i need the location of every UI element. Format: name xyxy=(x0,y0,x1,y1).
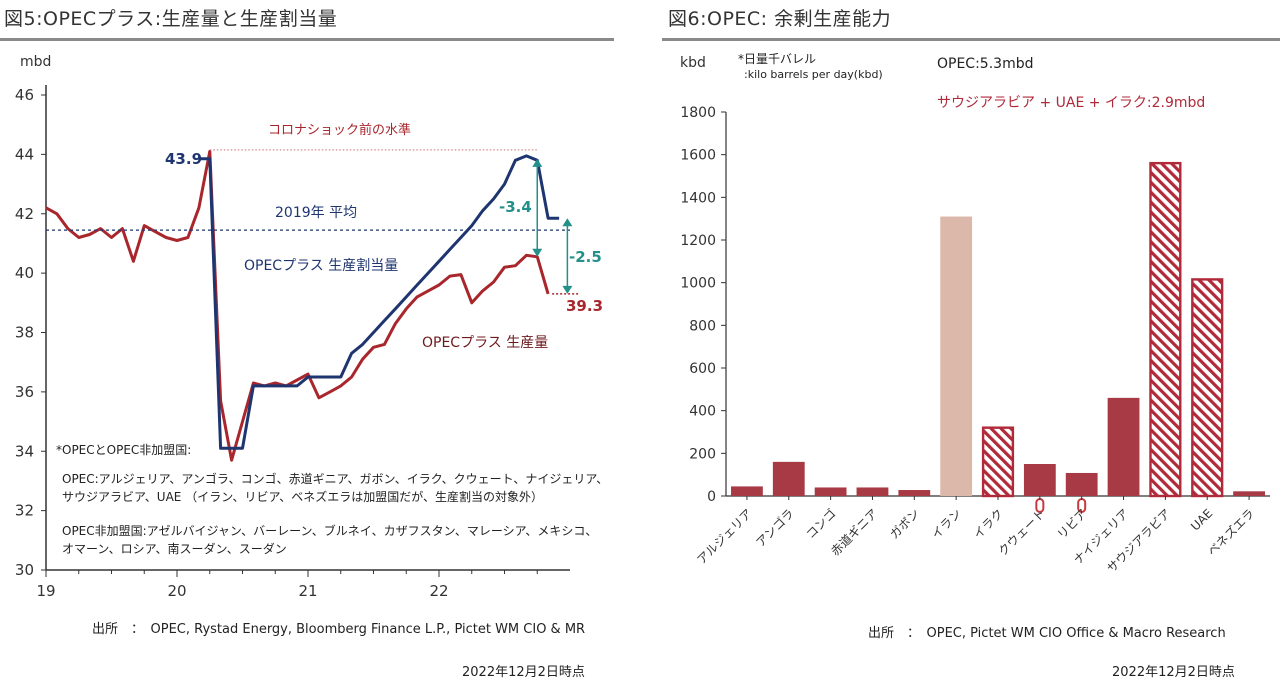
footnote-heading: *OPECとOPEC非加盟国: xyxy=(56,443,192,457)
gap-arrow-head-top-1 xyxy=(562,218,573,227)
annotation-4: コロナショック前の水準 xyxy=(268,122,411,138)
y-tick-label: 1800 xyxy=(680,105,716,121)
annotation-0: 43.9 xyxy=(165,150,202,168)
y-axis-unit: kbd xyxy=(680,55,706,71)
unit-note: *日量千バレル xyxy=(738,52,817,66)
annotation-5: 2019年 平均 xyxy=(275,205,357,221)
line-chart: mbd 30 32 34 36 38 40 42 44 46 19 20 21 22 43.9 39.3 -3.… xyxy=(15,54,603,600)
opec-total-label: OPEC:5.3mbd xyxy=(937,56,1034,72)
bar-11 xyxy=(1191,278,1224,498)
category-label-11: UAE xyxy=(1188,506,1215,533)
bar-12 xyxy=(1233,491,1265,496)
bar-7 xyxy=(1023,464,1056,496)
category-label-5: イラン xyxy=(929,506,964,541)
y-tick-label: 1200 xyxy=(680,233,716,249)
bar-1 xyxy=(772,461,805,496)
bar-0 xyxy=(731,486,763,496)
annotation-3: -2.5 xyxy=(569,248,602,266)
y-tick-label: 40 xyxy=(15,264,34,282)
footnote-opec-line2: サウジアラビア、UAE （イラン、リビア、ベネズエラは加盟国だが、生産割当の対象… xyxy=(62,490,544,504)
y-tick-label: 1000 xyxy=(680,276,716,292)
panel-opec-spare-capacity: 図6:OPEC: 余剰生産能力 *日量千バレル :kilo barrels pe… xyxy=(640,0,1280,685)
annotation-2: -3.4 xyxy=(499,198,532,216)
y-tick-label: 30 xyxy=(15,561,34,579)
annotation-6: OPECプラス 生産割当量 xyxy=(244,257,398,274)
x-tick-label: 19 xyxy=(36,582,55,600)
y-tick-label: 38 xyxy=(15,324,34,342)
annotation-7: OPECプラス 生産量 xyxy=(422,335,548,351)
unit-note-en: :kilo barrels per day(kbd) xyxy=(744,68,883,81)
bar-9 xyxy=(1107,397,1140,496)
as-of-date: 2022年12月2日時点 xyxy=(462,665,585,680)
category-label-6: イラク xyxy=(971,506,1006,541)
series-line-0 xyxy=(45,149,550,462)
y-tick-label: 34 xyxy=(15,442,34,460)
footnote-opec-line1: OPEC:アルジェリア、アンゴラ、コンゴ、赤道ギニア、ガボン、イラク、クウェート… xyxy=(62,472,609,486)
gap-arrow-head-top-0 xyxy=(532,158,543,167)
chart-title: 図6:OPEC: 余剰生産能力 xyxy=(668,8,892,30)
bar-2 xyxy=(814,487,847,496)
as-of-date: 2022年12月2日時点 xyxy=(1112,665,1235,680)
category-label-8: リビア xyxy=(1054,506,1089,541)
bar-chart: kbd 0 200 400 600 800 1000 1200 1400 1600 1800 アルジェ… xyxy=(680,55,1270,576)
category-label-0: アルジェリア xyxy=(694,506,755,567)
y-tick-label: 44 xyxy=(15,145,34,163)
gulf-total-label: サウジアラビア + UAE + イラク:2.9mbd xyxy=(937,95,1206,111)
y-tick-label: 600 xyxy=(689,361,716,377)
x-tick-label: 20 xyxy=(167,582,186,600)
bar-6 xyxy=(981,426,1015,498)
gap-arrow-head-bottom-0 xyxy=(532,248,543,257)
bar-4 xyxy=(898,490,931,496)
y-tick-label: 400 xyxy=(689,404,716,420)
panel-opec-plus-production: 図5:OPECプラス:生産量と生産割当量 mbd 30 32 34 36 38 40 42 44… xyxy=(0,8,614,680)
y-tick-label: 1600 xyxy=(680,148,716,164)
bar-10 xyxy=(1149,161,1182,498)
y-tick-label: 1400 xyxy=(680,190,716,206)
footnote-nonopec-line1: OPEC非加盟国:アゼルバイジャン、バーレーン、ブルネイ、カザフスタン、マレーシ… xyxy=(62,524,598,538)
y-tick-label: 800 xyxy=(689,318,716,334)
source-note: 出所 ： OPEC, Rystad Energy, Bloomberg Fina… xyxy=(92,622,586,637)
y-tick-label: 200 xyxy=(689,446,716,462)
y-tick-label: 0 xyxy=(707,489,716,505)
category-label-2: コンゴ xyxy=(803,506,839,542)
annotation-1: 39.3 xyxy=(566,297,603,315)
title-rule xyxy=(662,38,1280,41)
y-tick-label: 46 xyxy=(15,86,34,104)
bar-3 xyxy=(856,487,889,496)
y-tick-label: 32 xyxy=(15,502,34,520)
series-line-1 xyxy=(198,154,560,450)
footnote-nonopec-line2: オマーン、ロシア、南スーダン、スーダン xyxy=(62,542,287,556)
title-rule xyxy=(0,38,614,41)
x-tick-label: 21 xyxy=(298,582,317,600)
bar-5 xyxy=(940,216,973,497)
category-label-4: ガボン xyxy=(887,506,922,541)
category-label-1: アンゴラ xyxy=(753,506,797,550)
y-tick-label: 42 xyxy=(15,205,34,223)
bar-8 xyxy=(1065,472,1098,496)
source-note: 出所 ： OPEC, Pictet WM CIO Office & Macro … xyxy=(868,626,1226,641)
gap-arrow-head-bottom-1 xyxy=(562,285,573,294)
x-tick-label: 22 xyxy=(429,582,448,600)
y-tick-label: 36 xyxy=(15,383,34,401)
y-axis-unit: mbd xyxy=(20,54,51,70)
chart-title: 図5:OPECプラス:生産量と生産割当量 xyxy=(4,8,338,30)
